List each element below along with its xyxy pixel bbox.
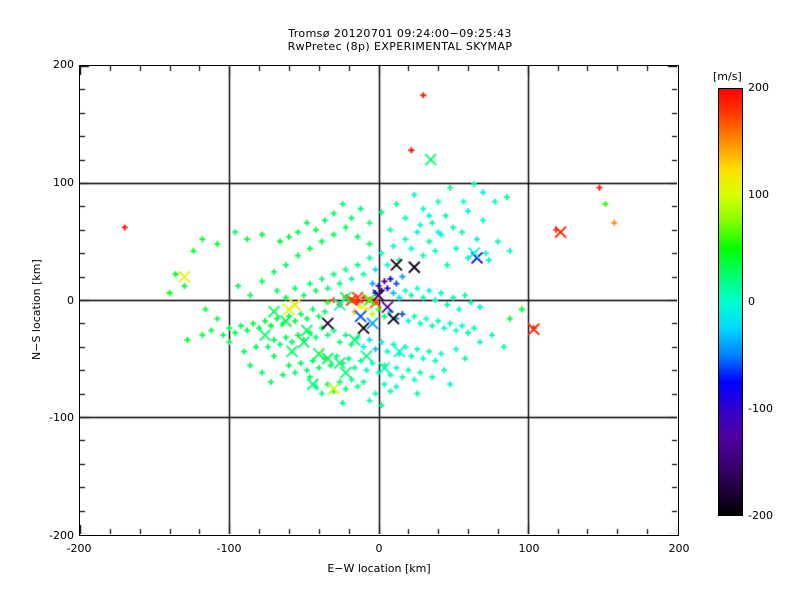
plot-title-line1: Tromsø 20120701 09:24:00−09:25:43	[288, 27, 512, 40]
colorbar-tick-label: 200	[748, 81, 769, 94]
y-axis-title: N−S location [km]	[30, 259, 43, 360]
colorbar-tick-label: -200	[748, 509, 773, 522]
colorbar	[718, 88, 743, 516]
x-tick-label: 200	[668, 542, 690, 555]
y-tick-label: 100	[53, 175, 74, 189]
colorbar-unit-label: [m/s]	[713, 70, 742, 83]
colorbar-tick-label: 0	[748, 295, 755, 308]
plot-area	[79, 65, 679, 536]
x-tick-label: 0	[375, 542, 383, 555]
y-tick-label: 200	[53, 58, 74, 71]
colorbar-tick-label: -100	[748, 402, 773, 415]
x-tick-label: -200	[66, 542, 92, 555]
x-tick-label: 100	[518, 542, 540, 555]
y-tick-label: -100	[49, 411, 74, 425]
y-tick-label: -200	[49, 529, 74, 542]
plot-title-line2: RwPretec (8p) EXPERIMENTAL SKYMAP	[287, 40, 513, 53]
y-tick-label: 0	[67, 293, 74, 307]
x-tick-label: -100	[216, 542, 242, 555]
x-axis-title: E−W location [km]	[327, 562, 431, 575]
colorbar-tick-label: 100	[748, 188, 769, 201]
colorbar-gradient	[718, 88, 743, 516]
scatter-canvas	[80, 66, 677, 534]
